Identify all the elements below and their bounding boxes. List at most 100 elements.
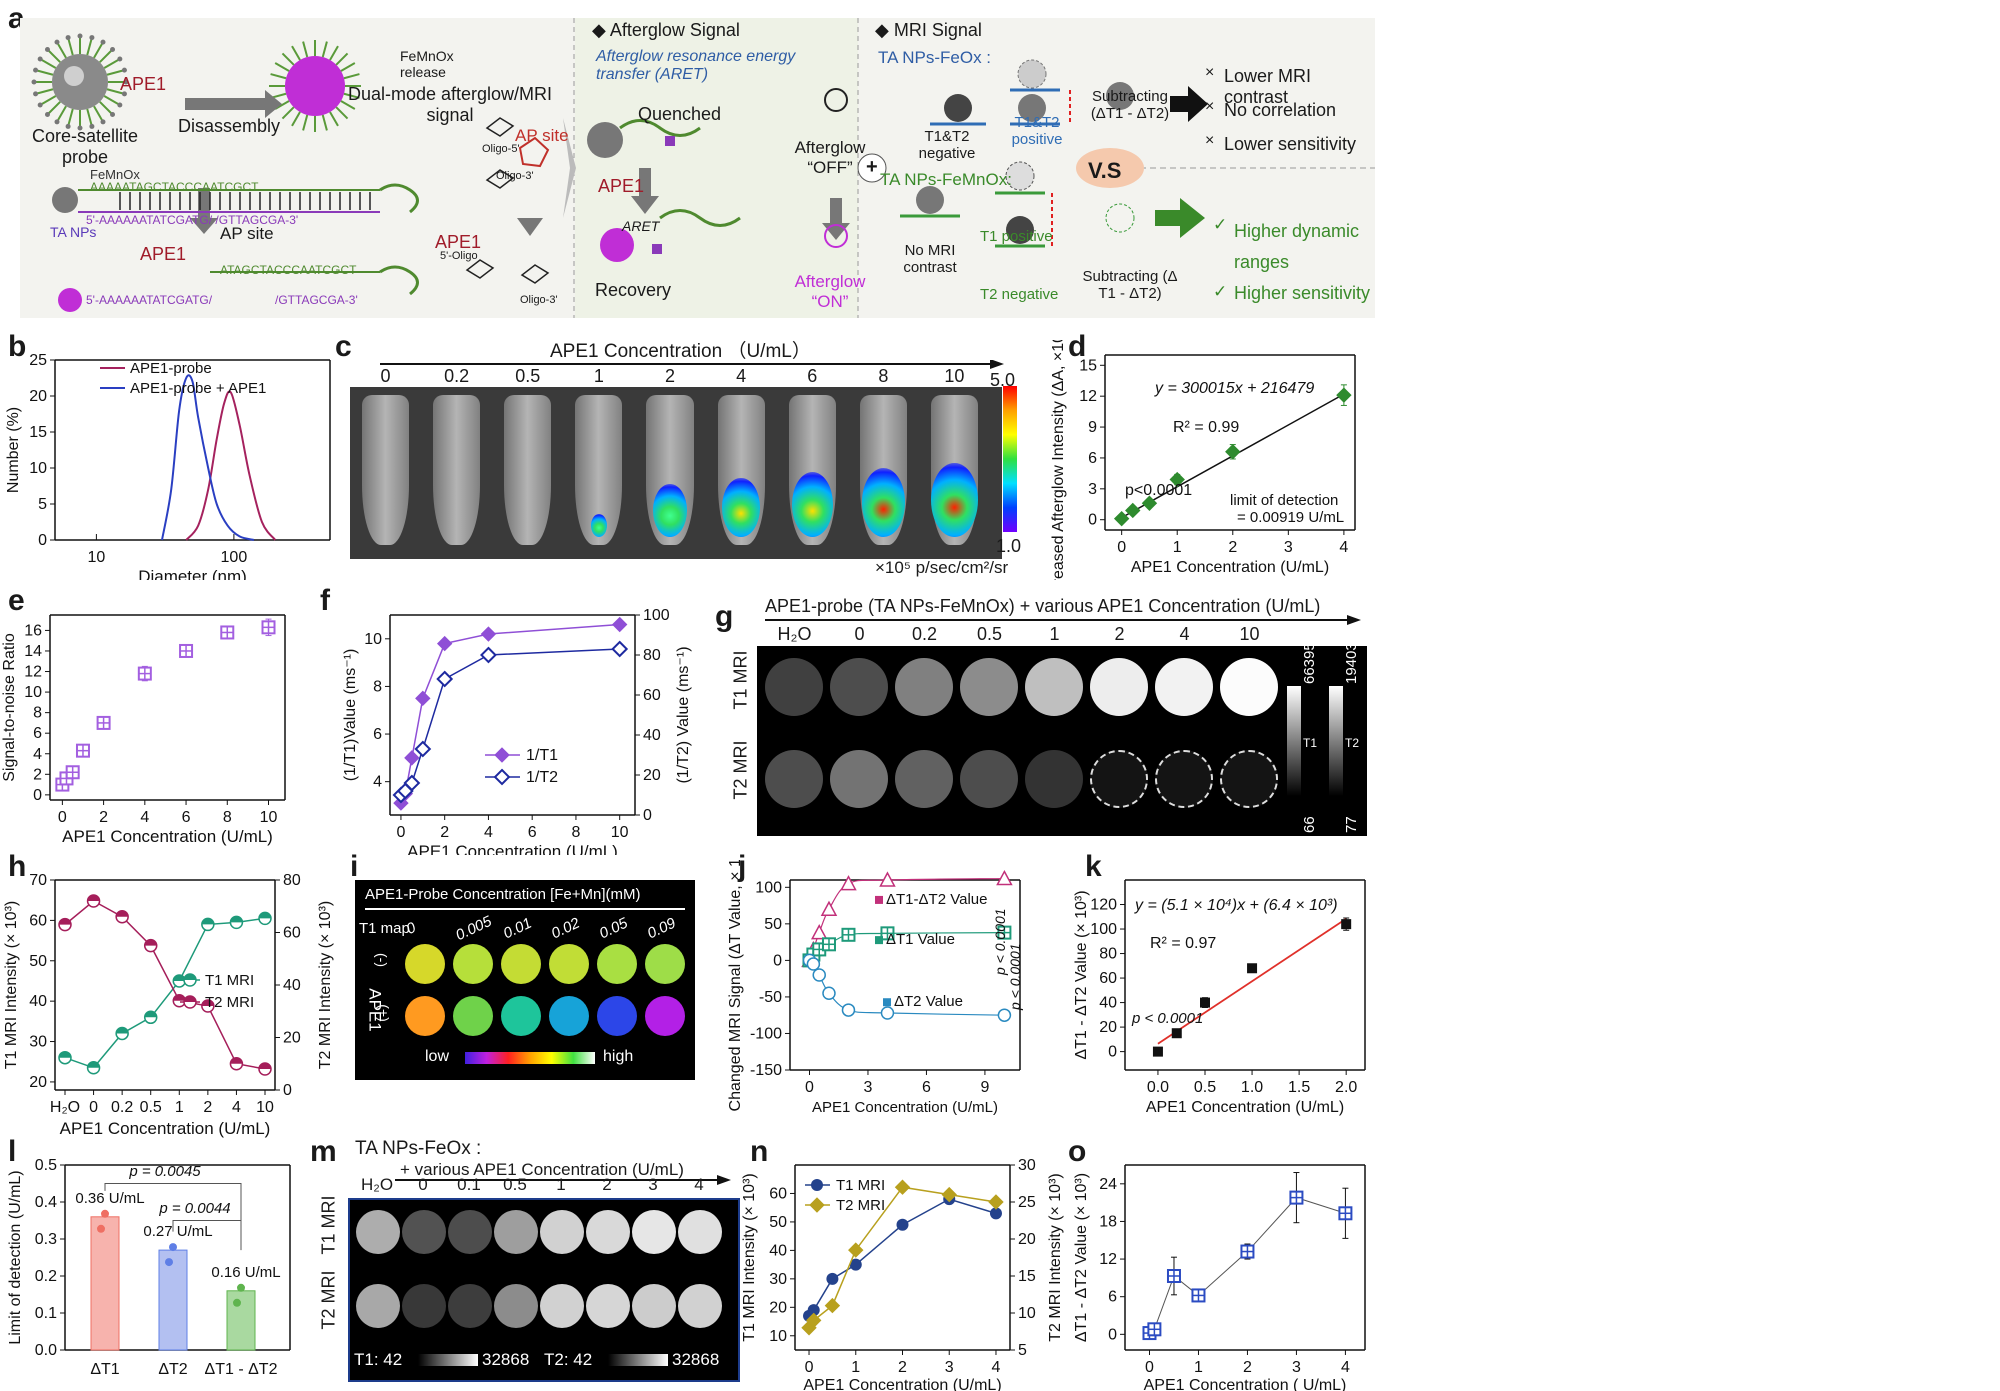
d-annotation: limit of detection [1230,492,1338,509]
oligo-5b: 5'-Oligo [440,250,478,262]
t1-phantom [632,1210,676,1254]
chevron [563,118,576,218]
satellite [31,79,37,85]
j-ytick-label: 0 [773,952,782,969]
panel-i-high: high [603,1048,634,1065]
h-xtick-label: 0.5 [140,1099,162,1116]
panel-g-label: 0 [854,624,865,644]
d-ytick-label: 9 [1088,419,1097,436]
panel-m-colorbar-max: 32868 [672,1350,720,1369]
t2-phantom [586,1284,630,1328]
j-legend-label: ΔT1-ΔT2 Value [886,891,987,908]
j-legend-label: ΔT2 Value [894,993,963,1010]
probe-strand [48,101,61,114]
probe-strand [335,52,349,66]
chart-n: 0 1 2 3 4 10 20 30 40 50 60 5 10 15 20 25 30 APE1 Concent… [741,1157,1064,1391]
k-ylabel: ΔT1 - ΔT2 Value (× 10³) [1073,890,1090,1059]
panel-m-row-t2: T2 MRI [318,1270,339,1330]
e-ylabel: Signal-to-noise Ratio [1,633,18,782]
afterglow-spot [590,514,607,537]
afterglow-spot [791,472,833,537]
d-xtick-label: 2 [1228,539,1237,556]
probe-strand [57,105,67,121]
n-right-ytick-label: 25 [1018,1194,1036,1211]
probe-strand [99,50,112,63]
neg-3: Lower sensitivity [1224,134,1357,154]
panel-i-well-plus [645,996,685,1036]
t2-phantom [1090,750,1148,808]
o-ylabel: ΔT1 - ΔT2 Value (× 10³) [1073,1173,1090,1342]
panel-m-colorbar-min: T2: 42 [544,1350,593,1369]
probe-strand [335,106,349,120]
d-ylabel: Increased Afterglow Intensity (ΔA, ×10⁵ … [1050,340,1067,580]
n-xtick-label: 2 [898,1359,907,1376]
n-xtick-label: 1 [851,1359,860,1376]
panel-c-concentration: 0 [380,366,391,386]
panel-c-concentration: 10 [944,366,965,386]
probe-strand [48,50,61,63]
l-ytick-label: 0.1 [35,1305,57,1322]
n-point [941,1186,957,1203]
h-point-fill [201,1000,214,1006]
t1-phantom [678,1210,722,1254]
enzyme-label-4: APE1 [598,176,645,196]
panel-i-well-minus [549,944,589,984]
probe-strand [103,59,119,69]
j-annotation: p < 0.0001 [1007,943,1023,1011]
panel-m-colorbar [418,1354,478,1366]
t2-phantom [494,1284,538,1328]
pos-1: Higher dynamic ranges [1234,221,1360,272]
ap-site-structure [465,117,550,284]
e-ytick-label: 2 [33,766,42,783]
n-point [848,1242,864,1258]
n-right-ytick-label: 30 [1018,1157,1036,1174]
h-xtick-label: H₂O [50,1099,80,1116]
h-right-ytick-label: 20 [283,1030,301,1047]
n-ytick-label: 60 [769,1185,787,1202]
satellite [89,123,95,129]
t1t2-positive: T1&T2 positive [1011,114,1063,149]
panel-a-schematic: APE1 Disassembly Core-satellite probe Fe… [20,18,1375,318]
j-ytick-label: -150 [750,1062,782,1079]
d-xlabel: APE1 Concentration (U/mL) [1131,559,1329,576]
k-xtick-label: 1.0 [1241,1079,1263,1096]
plus-sign: + [866,156,878,178]
probe-caption: Core-satellite probe [31,126,139,167]
k-ytick-label: 100 [1090,921,1117,938]
n-xlabel: APE1 Concentration (U/mL) [803,1377,1001,1391]
panel-m-arrow [395,1175,731,1185]
n-series-line [808,1198,997,1317]
b-ytick-label: 20 [29,388,47,405]
h-point-fill [87,895,100,901]
dual-mode-label: Dual-mode afterglow/MRI signal [347,84,553,125]
panel-i-well-plus [549,996,589,1036]
probe-strand [281,52,295,66]
b-series-line [161,374,255,541]
n-ytick-label: 40 [769,1242,787,1259]
t2-phantom [356,1284,400,1328]
j-point [880,1006,895,1020]
b-ytick-label: 0 [38,532,47,549]
l-point [165,1258,173,1267]
h-ytick-label: 50 [29,953,47,970]
panel-label-e: e [8,584,25,617]
l-xtick-label: ΔT1 [90,1361,119,1378]
n-legend-marker [809,1197,825,1213]
f-ytick-label: 4 [373,774,382,791]
panel-c-concentration: 6 [807,366,818,386]
panel-i-concentration: 0.02 [548,914,583,943]
n-point [805,1312,822,1329]
n-ytick-label: 10 [769,1328,787,1345]
k-annotation: R² = 0.97 [1150,935,1216,952]
n-point [896,1218,909,1231]
k-ytick-label: 80 [1099,946,1117,963]
h-xtick-label: 0.2 [111,1099,133,1116]
t1-phantom [586,1210,630,1254]
pos-2: Higher sensitivity [1234,283,1371,303]
k-point [1152,1046,1163,1057]
panel-g-label: 1 [1049,624,1060,644]
h-point-fill [201,918,214,925]
t1-phantom [402,1210,446,1254]
satellite [77,33,83,39]
check-2: ✓ [1213,282,1228,301]
